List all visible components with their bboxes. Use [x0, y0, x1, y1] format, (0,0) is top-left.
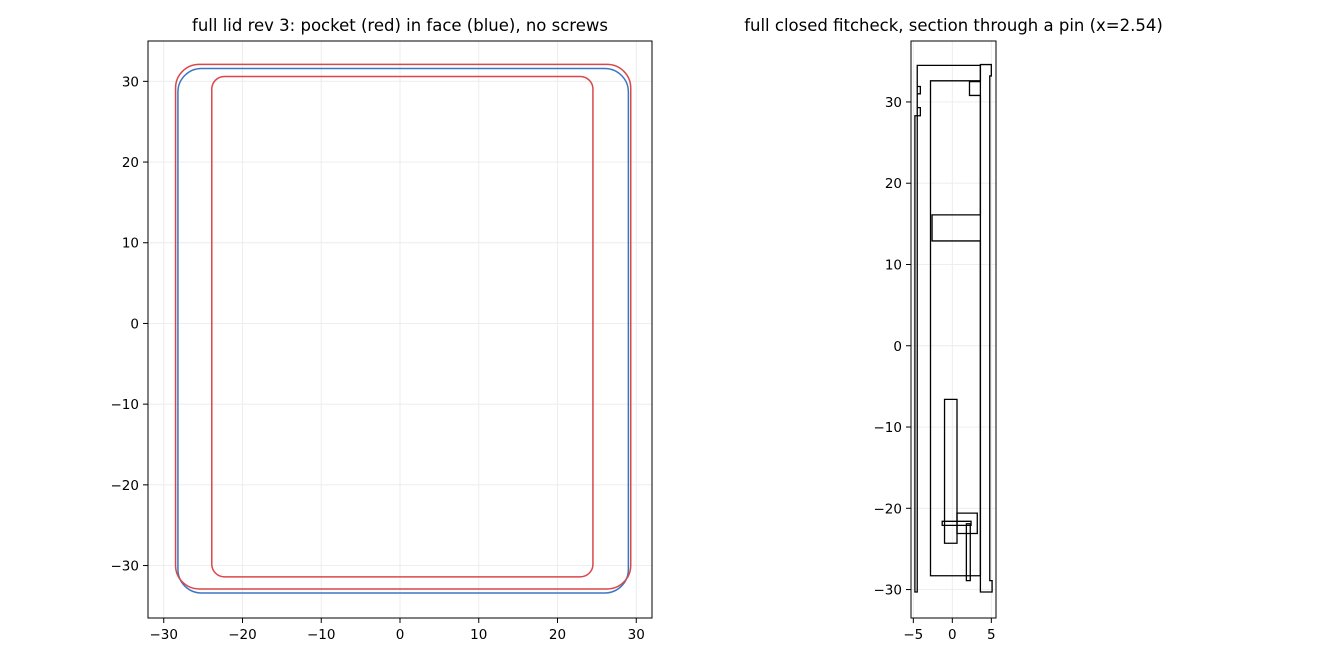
lid-x-tick-label: 30	[628, 627, 645, 643]
fitcheck-y-ticks: −30 −20 −10 0 10 20 30	[874, 95, 911, 599]
lid-outline-2	[211, 75, 594, 578]
fitcheck-section-path-4	[965, 523, 971, 582]
fitcheck-section-path-3	[941, 520, 972, 526]
lid-grid	[148, 41, 652, 618]
lid-x-tick-label: −20	[228, 627, 257, 643]
fitcheck-section-path-0	[914, 64, 982, 593]
lid-y-tick-label: 20	[122, 155, 139, 171]
lid-x-tick-label: −30	[150, 627, 179, 643]
fitcheck-section-path-1	[943, 398, 958, 544]
fitcheck-section-path-5	[979, 63, 993, 593]
lid-y-tick-label: 0	[130, 316, 139, 332]
fitcheck-x-tick-label: 5	[987, 627, 996, 643]
lid-chart-title: full lid rev 3: pocket (red) in face (bl…	[192, 16, 608, 35]
lid-y-tick-label: −10	[111, 397, 140, 413]
fitcheck-series	[914, 63, 993, 593]
fitcheck-x-tick-label: 0	[948, 627, 957, 643]
lid-outline-0	[177, 67, 630, 594]
lid-chart: −30 −20 −10 0 10 20 30 −30 −20 −10 0 10 20 30 full l…	[111, 16, 653, 643]
lid-x-tick-label: −10	[307, 627, 336, 643]
lid-y-ticks: −30 −20 −10 0 10 20 30	[111, 74, 148, 575]
fitcheck-y-tick-label: −10	[874, 420, 903, 436]
fitcheck-x-tick-label: −5	[903, 627, 923, 643]
lid-y-tick-label: −30	[111, 559, 140, 575]
fitcheck-y-tick-label: 30	[885, 95, 902, 111]
lid-outline-1	[174, 63, 632, 590]
fitcheck-plot-frame	[910, 40, 997, 619]
fitcheck-y-tick-label: 0	[893, 339, 902, 355]
fitcheck-chart-title: full closed fitcheck, section through a …	[744, 16, 1163, 35]
fitcheck-y-tick-label: −30	[874, 583, 903, 599]
fitcheck-x-ticks: −5 0 5	[903, 618, 996, 643]
lid-series	[174, 63, 632, 594]
lid-y-tick-label: −20	[111, 478, 140, 494]
fitcheck-y-tick-label: 10	[885, 257, 902, 273]
fitcheck-y-tick-label: 20	[885, 176, 902, 192]
fitcheck-chart: −5 0 5 −30 −20 −10 0 10 20 30 full closed fitche…	[744, 16, 1163, 643]
lid-x-tick-label: 20	[549, 627, 566, 643]
lid-y-tick-label: 30	[122, 74, 139, 90]
lid-y-tick-label: 10	[122, 236, 139, 252]
lid-x-tick-label: 0	[396, 627, 405, 643]
fitcheck-grid	[911, 41, 996, 618]
lid-x-tick-label: 10	[470, 627, 487, 643]
fitcheck-y-tick-label: −20	[874, 501, 903, 517]
lid-x-ticks: −30 −20 −10 0 10 20 30	[150, 618, 645, 643]
